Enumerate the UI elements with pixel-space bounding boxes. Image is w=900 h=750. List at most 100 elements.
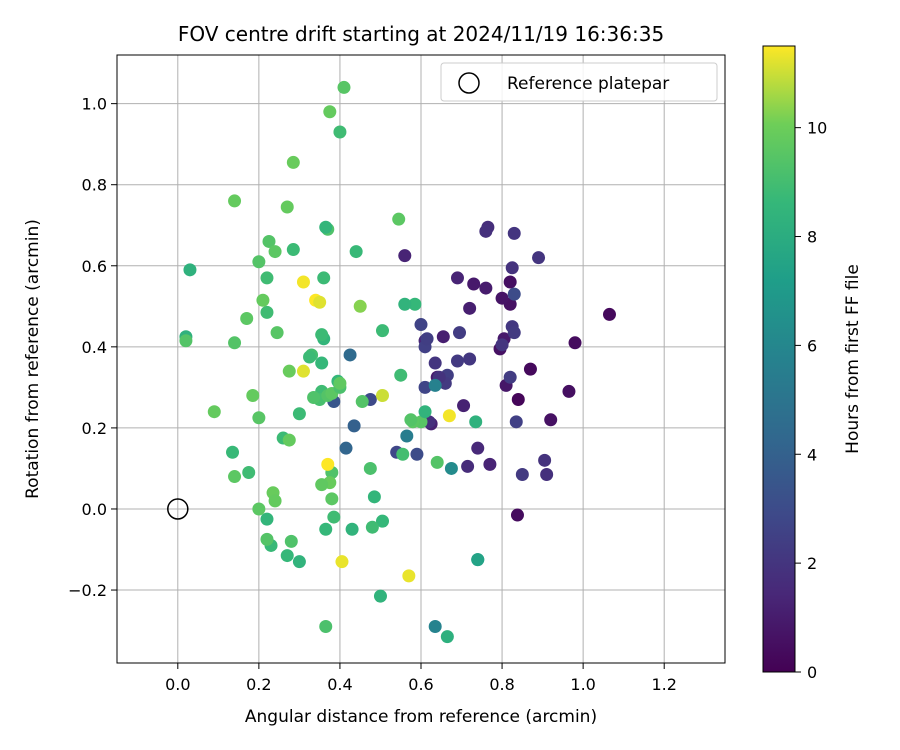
data-point	[252, 255, 266, 269]
data-point	[428, 378, 442, 392]
data-point	[510, 508, 524, 522]
data-point	[339, 441, 353, 455]
data-point	[345, 522, 359, 536]
data-point	[463, 352, 477, 366]
colorbar-tick-label: 6	[807, 336, 817, 355]
data-point	[286, 155, 300, 169]
data-point	[471, 553, 485, 567]
y-tick-label: 0.2	[82, 419, 107, 438]
data-point	[523, 362, 537, 376]
y-axis-ticks: −0.2 0.0 0.2 0.4 0.6 0.8 1.0	[68, 95, 117, 600]
data-point	[319, 522, 333, 536]
data-point	[428, 356, 442, 370]
data-point	[457, 399, 471, 413]
data-point	[444, 461, 458, 475]
y-tick-label: 0.8	[82, 176, 107, 195]
data-point	[418, 405, 432, 419]
data-point	[284, 534, 298, 548]
data-point	[268, 494, 282, 508]
data-point	[375, 388, 389, 402]
data-point	[303, 350, 317, 364]
legend-entry: Reference platepar	[507, 74, 669, 94]
data-point	[252, 411, 266, 425]
data-point	[256, 293, 270, 307]
data-point	[226, 445, 240, 459]
data-point	[347, 419, 361, 433]
legend-box	[440, 62, 718, 102]
legend-marker	[458, 72, 480, 94]
x-tick-label: 1.2	[651, 675, 676, 694]
data-point	[260, 512, 274, 526]
data-point	[540, 468, 554, 482]
data-point	[333, 376, 347, 390]
data-point	[420, 332, 434, 346]
y-axis-label: Rotation from reference (arcmin)	[23, 219, 43, 499]
data-point	[367, 490, 381, 504]
y-tick-label: 0.0	[82, 500, 107, 519]
data-point	[467, 277, 481, 291]
chart-title: FOV centre drift starting at 2024/11/19 …	[178, 22, 664, 46]
data-point	[562, 384, 576, 398]
data-point	[228, 194, 242, 208]
data-point	[292, 555, 306, 569]
data-point	[507, 226, 521, 240]
data-point	[315, 478, 329, 492]
data-point	[252, 502, 266, 516]
data-point	[315, 328, 329, 342]
data-point	[315, 356, 329, 370]
data-point	[442, 409, 456, 423]
colorbar-tick-label: 4	[807, 445, 817, 464]
x-tick-label: 0.0	[165, 675, 190, 694]
data-point	[317, 271, 331, 285]
data-point	[292, 407, 306, 421]
x-axis-label: Angular distance from reference (arcmin)	[245, 707, 597, 727]
data-point	[228, 470, 242, 484]
reference-platepar-marker	[167, 498, 189, 520]
data-point	[469, 415, 483, 429]
data-point	[296, 275, 310, 289]
data-point	[296, 364, 310, 378]
data-point	[327, 510, 341, 524]
legend: Reference platepar	[440, 62, 718, 102]
data-point	[507, 287, 521, 301]
data-point	[282, 433, 296, 447]
data-point	[408, 297, 422, 311]
data-point	[602, 307, 616, 321]
data-point	[262, 234, 276, 248]
data-point	[436, 330, 450, 344]
data-point	[450, 271, 464, 285]
data-point	[538, 453, 552, 467]
data-point	[471, 441, 485, 455]
scatter-points	[179, 80, 616, 644]
y-tick-label: 0.6	[82, 257, 107, 276]
data-point	[179, 334, 193, 348]
data-point	[515, 468, 529, 482]
y-tick-label: 1.0	[82, 95, 107, 114]
data-point	[392, 212, 406, 226]
data-point	[507, 326, 521, 340]
data-point	[343, 348, 357, 362]
data-point	[207, 405, 221, 419]
data-point	[418, 380, 432, 394]
data-point	[503, 275, 517, 289]
data-point	[270, 326, 284, 340]
data-point	[479, 281, 493, 295]
data-point	[430, 455, 444, 469]
data-point	[511, 393, 525, 407]
data-point	[414, 318, 428, 332]
data-point	[321, 457, 335, 471]
data-point	[268, 245, 282, 259]
data-point	[365, 520, 379, 534]
data-point	[260, 271, 274, 285]
data-point	[398, 297, 412, 311]
data-point	[337, 80, 351, 94]
data-point	[373, 589, 387, 603]
x-tick-label: 0.4	[327, 675, 352, 694]
data-point	[242, 465, 256, 479]
data-point	[307, 391, 321, 405]
data-point	[450, 354, 464, 368]
data-point	[398, 249, 412, 263]
y-tick-label: 0.4	[82, 338, 107, 357]
data-point	[323, 105, 337, 119]
